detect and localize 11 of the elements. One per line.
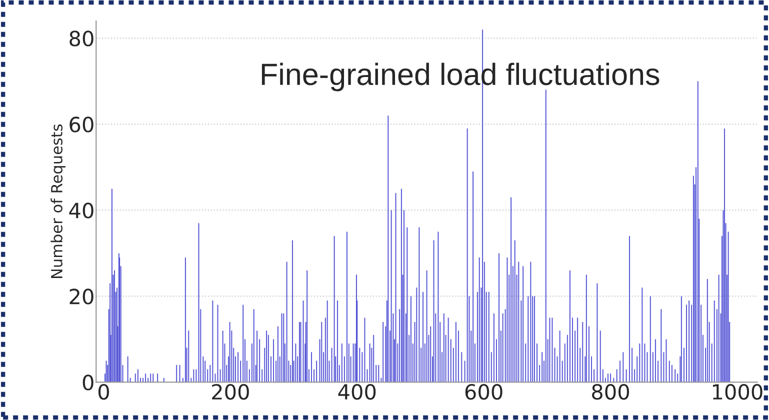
x-tick-label: 800 [592,384,629,400]
x-tick-label: 200 [212,384,249,400]
y-tick-label: 80 [70,30,94,46]
y-tick-label: 40 [69,202,94,218]
x-tick-label: 600 [465,384,502,400]
x-tick-label: 1000 [712,384,762,400]
y-axis-title: Number of Requests [50,124,66,278]
y-tick-label: 60 [70,116,94,132]
x-tick-label: 0 [98,384,109,400]
x-tick-label: 400 [338,384,376,400]
y-tick-label: 20 [70,288,94,304]
